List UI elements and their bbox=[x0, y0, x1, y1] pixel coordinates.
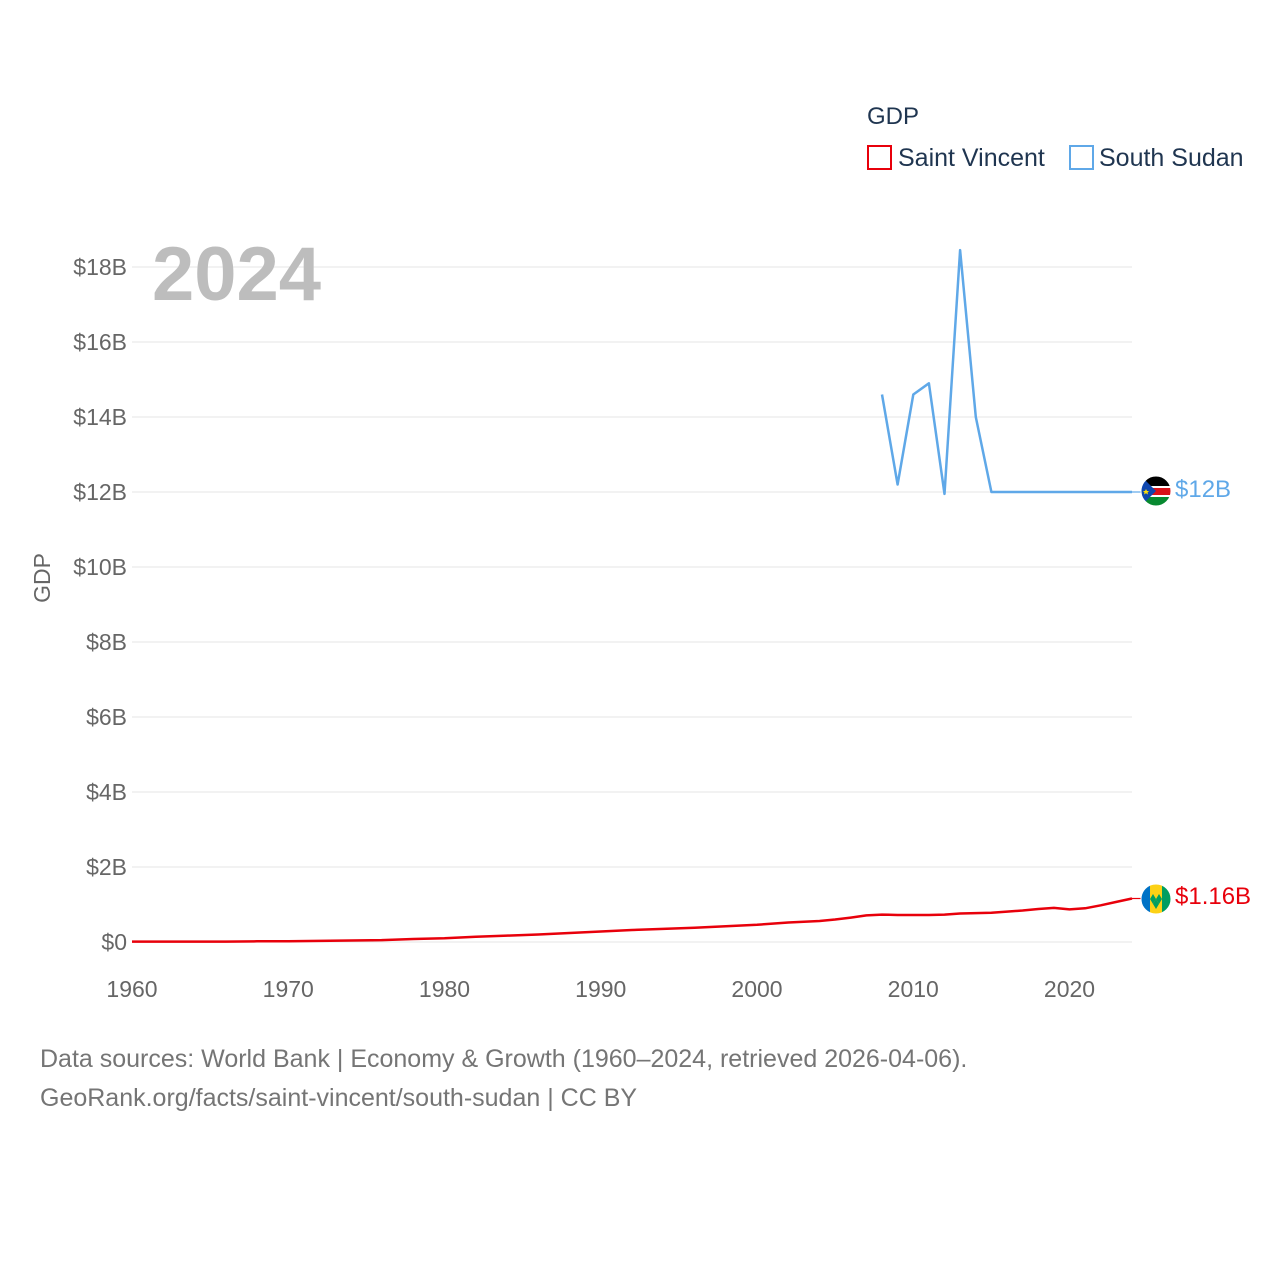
legend-item-saint-vincent[interactable]: Saint Vincent bbox=[867, 144, 1045, 172]
legend-label: Saint Vincent bbox=[898, 144, 1045, 172]
y-tick-label: $14B bbox=[73, 404, 127, 430]
legend-label: South Sudan bbox=[1099, 144, 1244, 172]
y-tick-label: $6B bbox=[86, 704, 127, 730]
x-tick-label: 2000 bbox=[731, 976, 782, 1002]
gridlines bbox=[132, 266, 1132, 943]
y-tick-label: $18B bbox=[73, 254, 127, 280]
x-tick-label: 1970 bbox=[263, 976, 314, 1002]
x-tick-label: 1960 bbox=[106, 976, 157, 1002]
year-overlay: 2024 bbox=[152, 232, 321, 317]
legend-title: GDP bbox=[867, 103, 919, 130]
x-tick-label: 1990 bbox=[575, 976, 626, 1002]
series-line-south-sudan bbox=[880, 248, 1132, 496]
y-tick-label: $16B bbox=[73, 329, 127, 355]
legend-swatch bbox=[1069, 145, 1094, 170]
south-sudan-flag-icon bbox=[1141, 476, 1171, 506]
gdp-line-chart: $0$2B$4B$6B$8B$10B$12B$14B$16B$18B 1960 1… bbox=[29, 103, 1251, 1002]
x-tick-label: 2020 bbox=[1044, 976, 1095, 1002]
y-tick-label: $4B bbox=[86, 779, 127, 805]
y-tick-label: $8B bbox=[86, 629, 127, 655]
x-tick-label: 1980 bbox=[419, 976, 470, 1002]
data-sources-line: Data sources: World Bank | Economy & Gro… bbox=[40, 1045, 968, 1073]
series-line-saint-vincent bbox=[132, 897, 1133, 943]
y-tick-label: $0 bbox=[101, 929, 127, 955]
flag-ring bbox=[1140, 883, 1172, 915]
source-url-line[interactable]: GeoRank.org/facts/saint-vincent/south-su… bbox=[40, 1084, 638, 1112]
series-lines bbox=[132, 248, 1141, 943]
end-label-saint-vincent: $1.16B bbox=[1175, 883, 1251, 910]
y-tick-label: $2B bbox=[86, 854, 127, 880]
footer: Data sources: World Bank | Economy & Gro… bbox=[40, 1040, 967, 1118]
flag-ring bbox=[1140, 475, 1172, 507]
x-axis-ticks: 1960 1970 1980 1990 2000 2010 2020 bbox=[106, 976, 1095, 1002]
legend-swatch bbox=[867, 145, 892, 170]
end-label-south-sudan: $12B bbox=[1175, 476, 1231, 503]
y-tick-label: $10B bbox=[73, 554, 127, 580]
saint-vincent-flag-icon bbox=[1141, 884, 1171, 914]
legend-item-south-sudan[interactable]: South Sudan bbox=[1069, 144, 1244, 172]
y-axis-title: GDP bbox=[29, 553, 55, 603]
x-tick-label: 2010 bbox=[888, 976, 939, 1002]
y-axis-ticks: $0 $2B $4B $6B $8B $10B $12B $14B $16B $18B bbox=[73, 254, 127, 955]
legend: GDP Saint Vincent South Sudan bbox=[867, 103, 1244, 172]
y-tick-label: $12B bbox=[73, 479, 127, 505]
